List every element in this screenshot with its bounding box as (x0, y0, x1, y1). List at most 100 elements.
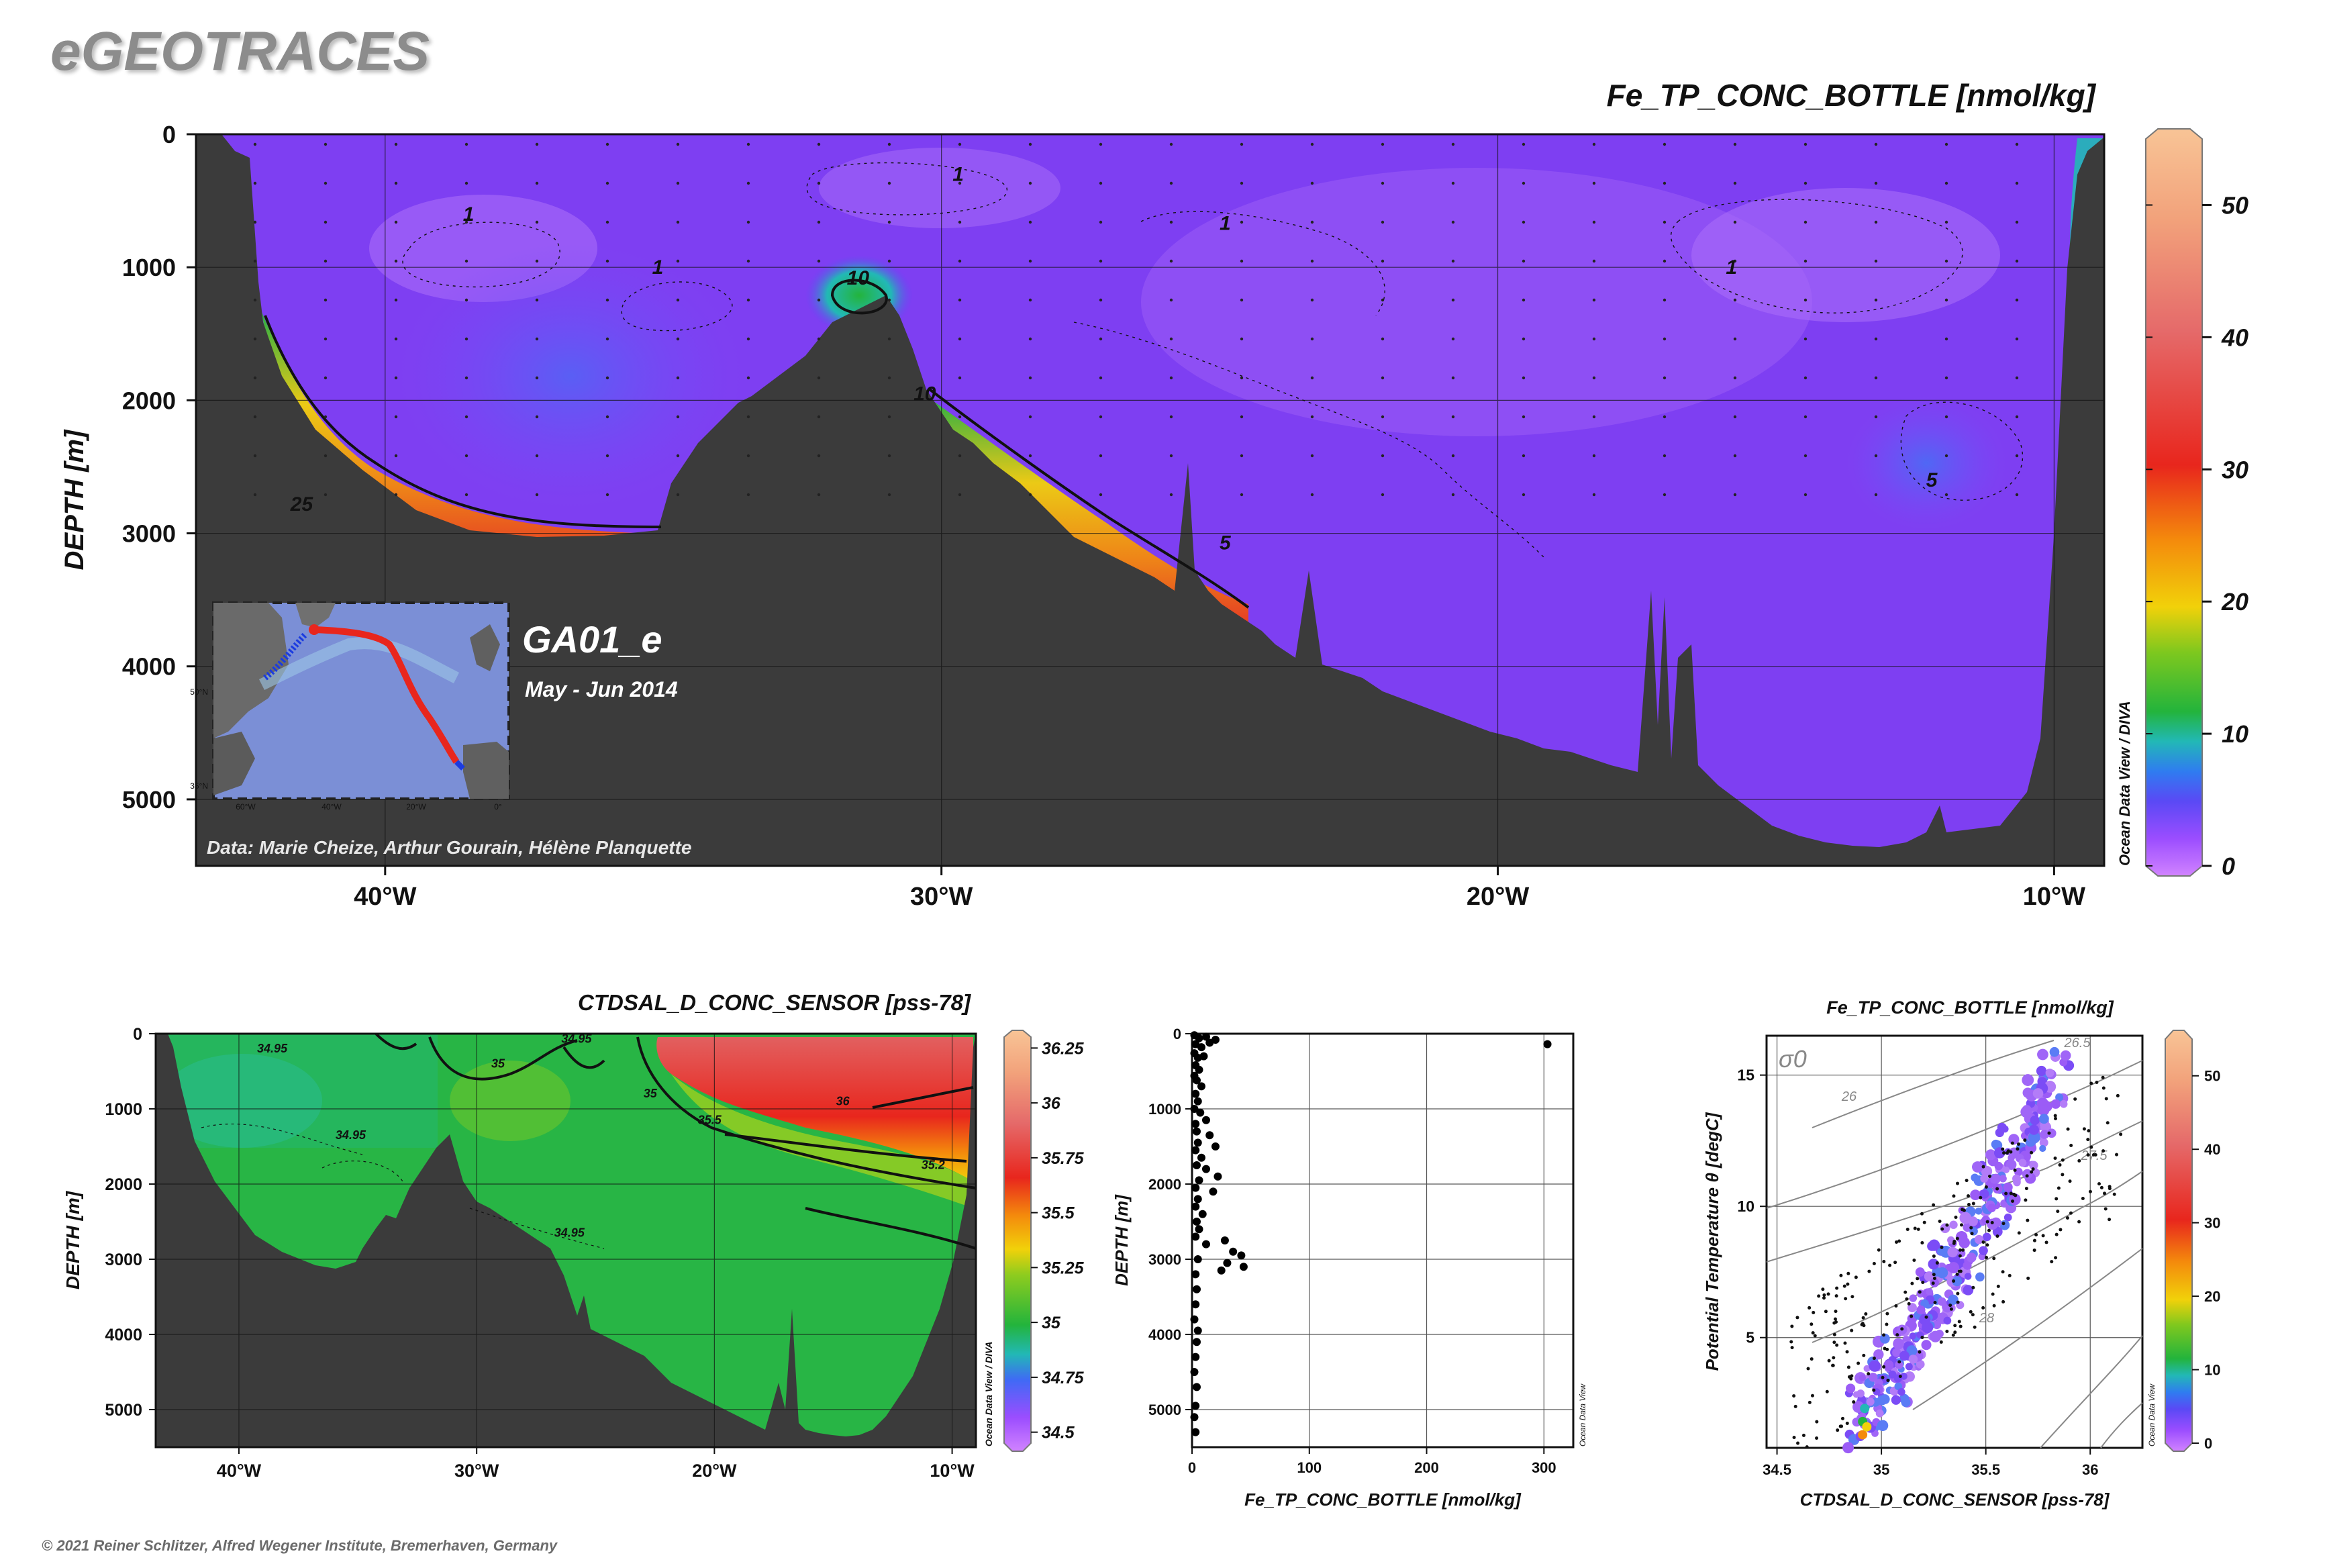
ts-point (2039, 1144, 2046, 1153)
station-sample-dot (253, 298, 257, 302)
ts-point-small (1985, 1255, 1989, 1259)
station-sample-dot (1028, 454, 1032, 458)
station-sample-dot (1451, 181, 1455, 185)
station-sample-dot (605, 415, 609, 419)
station-sample-dot (676, 415, 680, 419)
fe-station-samples (253, 142, 2019, 497)
ts-point-small (1808, 1306, 1812, 1310)
ts-point-small (1918, 1350, 1922, 1354)
ts-point-small (1832, 1332, 1836, 1336)
station-sample-dot (1451, 337, 1455, 341)
ts-point (2040, 1130, 2050, 1139)
fe-y-tick-label: 3000 (122, 520, 176, 548)
ts-point (1994, 1161, 2003, 1171)
ts-point-small (1898, 1374, 1902, 1378)
ts-point-small (1956, 1300, 1960, 1304)
station-sample-dot (676, 142, 680, 146)
ts-x-tick-label: 35.5 (1971, 1461, 2000, 1478)
station-sample-dot (1310, 181, 1314, 185)
ts-cb-tick-label: 40 (2204, 1141, 2220, 1158)
station-sample-dot (1592, 298, 1596, 302)
ts-point-small (2017, 1231, 2021, 1235)
station-sample-dot (887, 415, 891, 419)
station-sample-dot (324, 181, 328, 185)
ts-point-small (1895, 1240, 1899, 1244)
sal-contour-label: 35 (491, 1057, 505, 1070)
ts-point-small (1826, 1292, 1830, 1296)
ts-point-small (1888, 1263, 1892, 1267)
station-sample-dot (324, 454, 328, 458)
fe-major-contours (264, 279, 1250, 609)
ts-point-small (1832, 1356, 1836, 1360)
ts-point (2050, 1099, 2061, 1109)
station-sample-dot (1944, 181, 1948, 185)
profile-point (1543, 1040, 1552, 1048)
ts-point-small (2061, 1158, 2065, 1162)
fe-contour-label: 10 (847, 267, 870, 289)
ts-point (1966, 1253, 1977, 1263)
ts-point-small (1832, 1321, 1836, 1325)
station-sample-dot (746, 454, 750, 458)
station-sample-dot (1381, 376, 1385, 380)
ts-point-small (1900, 1327, 1904, 1331)
ts-point-small (2001, 1147, 2005, 1151)
station-sample-dot (1522, 220, 1526, 224)
sal-y-tick-label: 4000 (105, 1326, 142, 1344)
station-sample-dot (2015, 454, 2019, 458)
salinity-minor-contours (201, 1123, 605, 1249)
svg-text:0°: 0° (494, 802, 502, 812)
ts-point (1908, 1355, 1918, 1364)
profile-xlabel: Fe_TP_CONC_BOTTLE [nmol/kg] (1244, 1489, 1522, 1510)
station-sample-dot (887, 142, 891, 146)
ts-point (1932, 1320, 1942, 1330)
salinity-contour-labels: 34.95 34.95 35 34.95 35 35.5 36 35.2 34.95 (257, 1032, 945, 1239)
ts-y-axis: 5 10 15 (1737, 1067, 1767, 1346)
ts-point-small (1952, 1194, 1956, 1198)
station-sample-dot (1874, 415, 1878, 419)
ts-point-small (1932, 1277, 1936, 1281)
station-sample-dot (1240, 220, 1244, 224)
station-sample-dot (605, 454, 609, 458)
ts-point-small (1813, 1334, 1817, 1338)
ts-point (2012, 1174, 2021, 1183)
station-sample-dot (958, 454, 962, 458)
ts-point-small (2103, 1191, 2107, 1195)
station-sample-dot (1028, 415, 1032, 419)
station-sample-dot (394, 454, 398, 458)
station-sample-dot (817, 142, 821, 146)
station-sample-dot (605, 376, 609, 380)
ts-point (1875, 1409, 1884, 1418)
ts-point (1979, 1189, 1989, 1199)
sal-contour-label: 35.5 (698, 1113, 722, 1126)
fe-y-tick-label: 0 (162, 121, 176, 148)
station-sample-dot (464, 259, 468, 263)
ts-point-small (1842, 1284, 1846, 1288)
ts-point (1987, 1204, 1996, 1212)
ts-point-small (2009, 1191, 2013, 1195)
ts-point-small (2034, 1233, 2038, 1237)
ts-diagram-chart: Fe_TP_CONC_BOTTLE [nmol/kg] σ0 2626.527.… (1702, 997, 2220, 1510)
ts-point-small (1995, 1234, 1999, 1238)
profile-y-axis: 0 1000 2000 3000 4000 5000 (1148, 1026, 1192, 1418)
station-sample-dot (1733, 376, 1737, 380)
profile-point (1209, 1187, 1218, 1196)
fe-x-tick-label: 10°W (2023, 883, 2085, 911)
profile-point (1193, 1097, 1202, 1106)
station-sample-dot (817, 181, 821, 185)
sal-y-tick-label: 0 (133, 1025, 142, 1044)
station-sample-dot (746, 259, 750, 263)
ts-point (2003, 1213, 2012, 1222)
sal-y-tick-label: 1000 (105, 1100, 142, 1119)
station-sample-dot (1381, 454, 1385, 458)
fe-contour-lines (402, 162, 2024, 558)
station-sample-dot (2015, 181, 2019, 185)
station-sample-dot (1099, 454, 1103, 458)
ts-point (1907, 1303, 1917, 1313)
ts-point-small (1965, 1179, 1969, 1183)
fe-contour-label: 1 (1220, 213, 1231, 235)
station-sample-dot (324, 493, 328, 497)
ts-point-small (2041, 1234, 2045, 1238)
ts-point-small (1835, 1286, 1839, 1290)
svg-text:40°W: 40°W (321, 802, 342, 812)
